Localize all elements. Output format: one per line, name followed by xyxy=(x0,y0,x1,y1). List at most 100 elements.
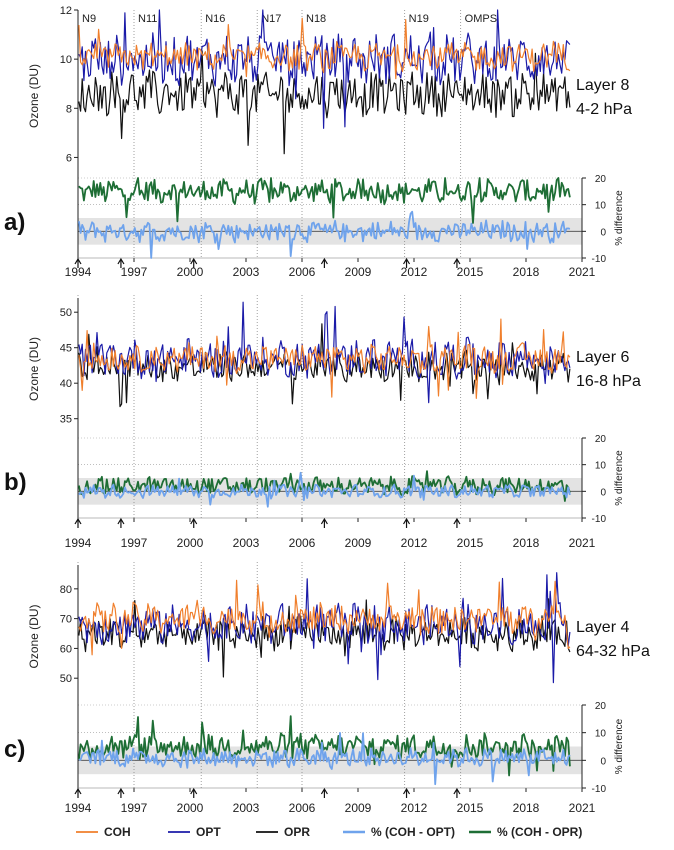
legend-label-OPT: OPT xyxy=(196,825,221,839)
series-line-diff_opt xyxy=(78,732,571,786)
x-tick-label: 1997 xyxy=(121,801,148,815)
arrow-marker xyxy=(190,787,198,798)
x-tick-label: 2018 xyxy=(513,801,540,815)
x-tick-label: 2012 xyxy=(401,536,428,550)
layer-title: Layer 4 xyxy=(576,619,629,636)
arrow-marker xyxy=(74,517,82,528)
y2-tick-label: -10 xyxy=(592,784,607,795)
arrow-marker xyxy=(74,787,82,798)
x-tick-label: 1994 xyxy=(65,536,92,550)
y2-tick-label: 20 xyxy=(595,174,607,185)
layer-title: Layer 8 xyxy=(576,77,629,94)
series-line-COH xyxy=(78,17,571,80)
x-tick-label: 2012 xyxy=(401,801,428,815)
legend-label-diff_opr: % (COH - OPR) xyxy=(497,825,582,839)
y2-tick-label: 20 xyxy=(595,434,607,445)
arrow-marker xyxy=(453,517,461,528)
arrow-marker xyxy=(403,787,411,798)
arrow-marker xyxy=(403,257,411,268)
series-line-OPT xyxy=(78,572,571,684)
arrow-marker xyxy=(117,787,125,798)
arrow-marker xyxy=(190,257,198,268)
x-tick-label: 2015 xyxy=(457,536,484,550)
y-tick-label: 10 xyxy=(60,54,72,66)
chart-panel-0: N9 N11 N16 N17 N18 N19 OMPS 6 8 10 12 Ozone (DU) -10… xyxy=(4,5,632,279)
x-tick-label: 2021 xyxy=(569,536,596,550)
instrument-label: OMPS xyxy=(465,13,497,25)
y-tick-label: 50 xyxy=(60,307,72,319)
y-tick-label: 70 xyxy=(60,614,72,626)
instrument-label: N11 xyxy=(138,13,157,25)
y2-tick-label: 0 xyxy=(600,487,606,498)
x-tick-label: 2009 xyxy=(345,265,372,279)
x-tick-label: 1994 xyxy=(65,265,92,279)
y-tick-label: 60 xyxy=(60,643,72,655)
series-line-OPT xyxy=(78,301,571,404)
arrow-marker xyxy=(403,517,411,528)
arrow-marker xyxy=(117,257,125,268)
y2-axis-label: % difference xyxy=(614,450,625,506)
y-tick-label: 45 xyxy=(60,343,72,355)
instrument-label: N16 xyxy=(205,13,225,25)
y2-tick-label: 10 xyxy=(595,461,607,472)
x-tick-label: 2000 xyxy=(177,265,204,279)
instrument-label: N9 xyxy=(82,13,96,25)
x-tick-label: 1994 xyxy=(65,801,92,815)
panels: N9 N11 N16 N17 N18 N19 OMPS 6 8 10 12 Ozone (DU) -10… xyxy=(4,5,650,815)
chart-panel-1: 35 40 45 50 Ozone (DU) -10 0 10 20 % difference La… xyxy=(4,295,641,550)
arrow-marker xyxy=(320,787,328,798)
chart-panel-2: 50 60 70 80 Ozone (DU) -10 0 10 20 % difference La… xyxy=(4,562,650,815)
series-line-OPT xyxy=(78,9,571,129)
x-tick-label: 1997 xyxy=(121,265,148,279)
legend: COH OPT OPR % (COH - OPT) % (COH - OPR) xyxy=(76,825,582,839)
x-tick-label: 2015 xyxy=(457,265,484,279)
x-tick-label: 2006 xyxy=(289,536,316,550)
y2-tick-label: 0 xyxy=(600,227,606,238)
series-line-diff_opr xyxy=(78,177,571,224)
x-tick-label: 2012 xyxy=(401,265,428,279)
y2-tick-label: -10 xyxy=(592,254,607,265)
arrow-marker xyxy=(453,257,461,268)
x-tick-label: 2003 xyxy=(233,801,260,815)
y2-tick-label: 0 xyxy=(600,756,606,767)
legend-label-OPR: OPR xyxy=(284,825,310,839)
y-tick-label: 6 xyxy=(66,152,72,164)
x-tick-label: 2015 xyxy=(457,801,484,815)
y2-tick-label: 10 xyxy=(595,201,607,212)
x-tick-label: 2000 xyxy=(177,801,204,815)
x-tick-label: 2009 xyxy=(345,536,372,550)
y-tick-label: 50 xyxy=(60,673,72,685)
x-tick-label: 2018 xyxy=(513,536,540,550)
y2-tick-label: 10 xyxy=(595,729,607,740)
series-line-COH xyxy=(78,579,571,656)
y2-tick-label: -10 xyxy=(592,514,607,525)
instrument-label: N18 xyxy=(306,13,326,25)
arrow-marker xyxy=(320,257,328,268)
y-tick-label: 80 xyxy=(60,584,72,596)
arrow-marker xyxy=(74,257,82,268)
x-tick-label: 2006 xyxy=(289,265,316,279)
x-tick-label: 2003 xyxy=(233,265,260,279)
x-tick-label: 1997 xyxy=(121,536,148,550)
y-tick-label: 12 xyxy=(60,5,72,17)
x-tick-label: 2006 xyxy=(289,801,316,815)
panel-label: a) xyxy=(4,209,25,236)
x-tick-label: 2018 xyxy=(513,265,540,279)
y2-tick-label: 20 xyxy=(595,701,607,712)
layer-title: Layer 6 xyxy=(576,349,629,366)
instrument-label: N17 xyxy=(261,13,281,25)
arrow-marker xyxy=(190,517,198,528)
arrow-marker xyxy=(320,517,328,528)
layer-range: 64-32 hPa xyxy=(576,643,650,660)
x-tick-label: 2000 xyxy=(177,536,204,550)
panel-label: c) xyxy=(4,736,25,763)
y-tick-label: 35 xyxy=(60,414,72,426)
x-tick-label: 2021 xyxy=(569,801,596,815)
instrument-label: N19 xyxy=(409,13,429,25)
y2-axis-label: % difference xyxy=(614,718,625,774)
y-axis-label: Ozone (DU) xyxy=(27,64,41,128)
x-tick-label: 2003 xyxy=(233,536,260,550)
y2-axis-label: % difference xyxy=(614,190,625,246)
y-axis-label: Ozone (DU) xyxy=(27,604,41,668)
